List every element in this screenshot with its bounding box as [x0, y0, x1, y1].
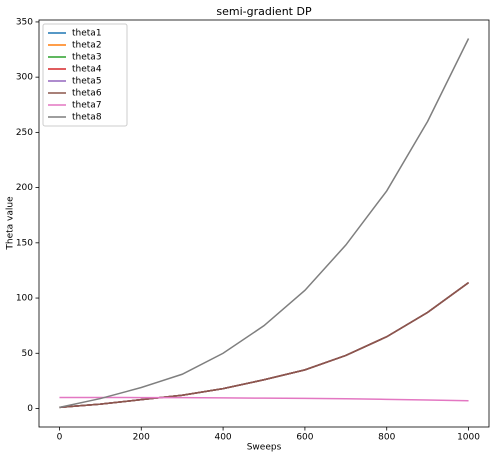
y-tick-label: 150 — [16, 238, 33, 248]
x-tick-label: 1000 — [457, 433, 480, 443]
legend-label: theta5 — [72, 77, 102, 87]
line-series — [59, 281, 469, 409]
legend-label: theta4 — [72, 65, 102, 75]
legend-label: theta2 — [72, 41, 102, 51]
y-tick-label: 50 — [22, 349, 34, 359]
x-tick-label: 600 — [296, 433, 313, 443]
legend-label: theta8 — [72, 113, 102, 123]
legend-box — [42, 23, 128, 127]
legend-label: theta1 — [72, 29, 102, 39]
y-tick-label: 100 — [16, 294, 33, 304]
legend-label: theta7 — [72, 101, 102, 111]
line-series — [59, 281, 469, 409]
x-tick-label: 400 — [214, 433, 231, 443]
x-tick-label: 800 — [378, 433, 395, 443]
line-series — [59, 281, 469, 409]
chart-title: semi-gradient DP — [216, 5, 312, 18]
line-series — [59, 281, 469, 409]
x-tick-label: 0 — [57, 433, 63, 443]
y-axis-label: Theta value — [6, 196, 16, 251]
y-tick-label: 350 — [16, 17, 33, 27]
x-axis-label: Sweeps — [247, 443, 282, 453]
y-tick-label: 0 — [27, 404, 33, 414]
line-series — [59, 38, 470, 409]
legend-label: theta6 — [72, 89, 102, 99]
plot-frame — [38, 19, 490, 428]
line-series — [59, 281, 469, 409]
y-tick-label: 200 — [16, 183, 33, 193]
y-tick-label: 250 — [16, 128, 33, 138]
legend-label: theta3 — [72, 53, 102, 63]
y-tick-label: 300 — [16, 73, 33, 83]
line-series — [59, 396, 469, 402]
line-series — [59, 281, 469, 409]
x-tick-label: 200 — [133, 433, 150, 443]
